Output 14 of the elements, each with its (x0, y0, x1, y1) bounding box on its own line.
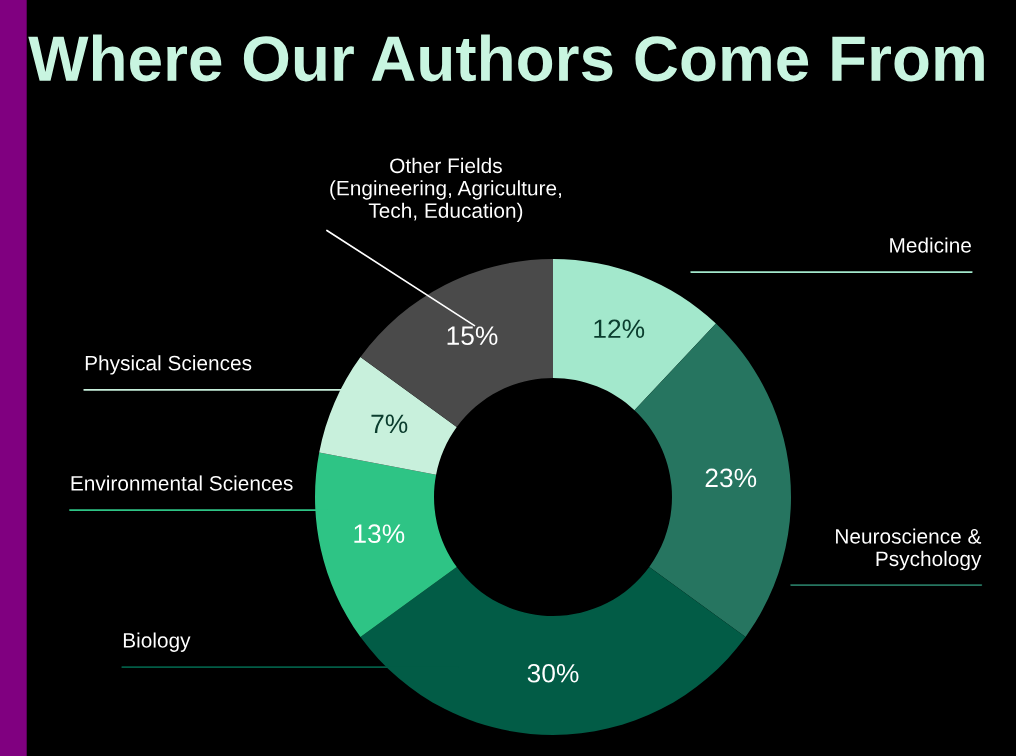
slice-label: Neuroscience & Psychology (836, 528, 982, 571)
slice-label: Physical Sciences (85, 355, 252, 375)
chart-title: Where Our Authors Come From (28, 34, 984, 82)
data-label: 23% (705, 468, 757, 488)
data-label: 7% (371, 414, 408, 434)
data-label: 13% (354, 524, 405, 544)
data-label: 12% (594, 319, 645, 339)
slice-label: Other Fields (Engineering, Agriculture, Tech, Education) (330, 157, 561, 223)
slice-label: Biology (123, 632, 191, 652)
slice-label: Medicine (890, 237, 971, 253)
slice-label: Environmental Sciences (71, 475, 293, 491)
data-label: 15% (447, 326, 498, 346)
data-label: 30% (527, 663, 579, 683)
donut-slice (553, 259, 716, 411)
